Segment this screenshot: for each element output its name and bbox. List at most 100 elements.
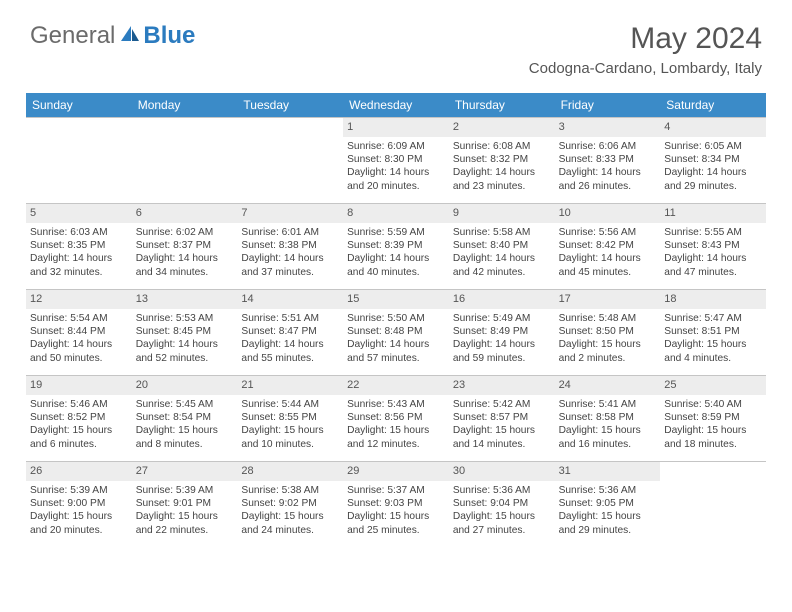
daylight-line-2: and 29 minutes. — [559, 524, 657, 537]
day-number: 21 — [237, 376, 343, 395]
sunset-line: Sunset: 8:55 PM — [241, 411, 339, 424]
sunset-line: Sunset: 9:03 PM — [347, 497, 445, 510]
calendar-cell: 3Sunrise: 6:06 AMSunset: 8:33 PMDaylight… — [555, 117, 661, 203]
calendar-cell: 27Sunrise: 5:39 AMSunset: 9:01 PMDayligh… — [132, 461, 238, 547]
daylight-line-2: and 12 minutes. — [347, 438, 445, 451]
calendar-cell: 16Sunrise: 5:49 AMSunset: 8:49 PMDayligh… — [449, 289, 555, 375]
daylight-line-1: Daylight: 14 hours — [664, 166, 762, 179]
sunrise-line: Sunrise: 5:37 AM — [347, 484, 445, 497]
daylight-line-1: Daylight: 14 hours — [347, 338, 445, 351]
sunset-line: Sunset: 9:02 PM — [241, 497, 339, 510]
day-number: 7 — [237, 204, 343, 223]
day-number: 13 — [132, 290, 238, 309]
sunrise-line: Sunrise: 5:44 AM — [241, 398, 339, 411]
day-number: 5 — [26, 204, 132, 223]
calendar-cell-empty — [132, 117, 238, 203]
sunset-line: Sunset: 8:56 PM — [347, 411, 445, 424]
daylight-line-2: and 42 minutes. — [453, 266, 551, 279]
sunrise-line: Sunrise: 5:41 AM — [559, 398, 657, 411]
calendar: SundayMondayTuesdayWednesdayThursdayFrid… — [26, 93, 766, 547]
daylight-line-2: and 55 minutes. — [241, 352, 339, 365]
daylight-line-1: Daylight: 14 hours — [30, 252, 128, 265]
calendar-cell: 21Sunrise: 5:44 AMSunset: 8:55 PMDayligh… — [237, 375, 343, 461]
location-subtitle: Codogna-Cardano, Lombardy, Italy — [529, 60, 762, 77]
sunset-line: Sunset: 8:42 PM — [559, 239, 657, 252]
day-number: 22 — [343, 376, 449, 395]
day-number: 15 — [343, 290, 449, 309]
calendar-cell: 26Sunrise: 5:39 AMSunset: 9:00 PMDayligh… — [26, 461, 132, 547]
sunrise-line: Sunrise: 5:53 AM — [136, 312, 234, 325]
daylight-line-2: and 10 minutes. — [241, 438, 339, 451]
title-block: May 2024 Codogna-Cardano, Lombardy, Ital… — [529, 22, 762, 77]
weekday-label: Sunday — [26, 93, 132, 117]
sunrise-line: Sunrise: 5:48 AM — [559, 312, 657, 325]
sunset-line: Sunset: 9:04 PM — [453, 497, 551, 510]
daylight-line-1: Daylight: 15 hours — [347, 510, 445, 523]
calendar-cell: 10Sunrise: 5:56 AMSunset: 8:42 PMDayligh… — [555, 203, 661, 289]
sunset-line: Sunset: 8:30 PM — [347, 153, 445, 166]
sunrise-line: Sunrise: 5:36 AM — [559, 484, 657, 497]
calendar-cell: 5Sunrise: 6:03 AMSunset: 8:35 PMDaylight… — [26, 203, 132, 289]
sunrise-line: Sunrise: 5:55 AM — [664, 226, 762, 239]
sunset-line: Sunset: 8:34 PM — [664, 153, 762, 166]
daylight-line-1: Daylight: 15 hours — [664, 424, 762, 437]
daylight-line-2: and 57 minutes. — [347, 352, 445, 365]
calendar-cell: 18Sunrise: 5:47 AMSunset: 8:51 PMDayligh… — [660, 289, 766, 375]
brand-word-blue: Blue — [143, 22, 195, 50]
daylight-line-2: and 14 minutes. — [453, 438, 551, 451]
calendar-cell-empty — [237, 117, 343, 203]
calendar-cell: 11Sunrise: 5:55 AMSunset: 8:43 PMDayligh… — [660, 203, 766, 289]
calendar-cell: 14Sunrise: 5:51 AMSunset: 8:47 PMDayligh… — [237, 289, 343, 375]
sunrise-line: Sunrise: 5:40 AM — [664, 398, 762, 411]
daylight-line-2: and 2 minutes. — [559, 352, 657, 365]
sunset-line: Sunset: 8:49 PM — [453, 325, 551, 338]
daylight-line-1: Daylight: 15 hours — [559, 338, 657, 351]
day-number: 25 — [660, 376, 766, 395]
sunrise-line: Sunrise: 6:05 AM — [664, 140, 762, 153]
daylight-line-1: Daylight: 14 hours — [241, 252, 339, 265]
sunset-line: Sunset: 8:59 PM — [664, 411, 762, 424]
daylight-line-2: and 29 minutes. — [664, 180, 762, 193]
sunset-line: Sunset: 8:50 PM — [559, 325, 657, 338]
day-number: 4 — [660, 118, 766, 137]
sunrise-line: Sunrise: 5:43 AM — [347, 398, 445, 411]
sunset-line: Sunset: 8:48 PM — [347, 325, 445, 338]
sunset-line: Sunset: 9:00 PM — [30, 497, 128, 510]
calendar-cell: 17Sunrise: 5:48 AMSunset: 8:50 PMDayligh… — [555, 289, 661, 375]
daylight-line-2: and 16 minutes. — [559, 438, 657, 451]
sunrise-line: Sunrise: 5:49 AM — [453, 312, 551, 325]
calendar-cell-empty — [660, 461, 766, 547]
daylight-line-1: Daylight: 14 hours — [241, 338, 339, 351]
calendar-cell: 30Sunrise: 5:36 AMSunset: 9:04 PMDayligh… — [449, 461, 555, 547]
sunset-line: Sunset: 8:45 PM — [136, 325, 234, 338]
sunrise-line: Sunrise: 5:39 AM — [136, 484, 234, 497]
daylight-line-2: and 27 minutes. — [453, 524, 551, 537]
weekday-label: Saturday — [660, 93, 766, 117]
daylight-line-1: Daylight: 14 hours — [453, 338, 551, 351]
daylight-line-1: Daylight: 14 hours — [347, 166, 445, 179]
daylight-line-2: and 6 minutes. — [30, 438, 128, 451]
sunrise-line: Sunrise: 6:06 AM — [559, 140, 657, 153]
daylight-line-2: and 20 minutes. — [30, 524, 128, 537]
sunset-line: Sunset: 8:32 PM — [453, 153, 551, 166]
daylight-line-1: Daylight: 15 hours — [559, 424, 657, 437]
daylight-line-1: Daylight: 14 hours — [453, 252, 551, 265]
calendar-cell: 1Sunrise: 6:09 AMSunset: 8:30 PMDaylight… — [343, 117, 449, 203]
daylight-line-1: Daylight: 14 hours — [453, 166, 551, 179]
day-number: 20 — [132, 376, 238, 395]
page-header: General Blue May 2024 Codogna-Cardano, L… — [0, 0, 792, 83]
calendar-cell: 6Sunrise: 6:02 AMSunset: 8:37 PMDaylight… — [132, 203, 238, 289]
calendar-cell: 2Sunrise: 6:08 AMSunset: 8:32 PMDaylight… — [449, 117, 555, 203]
sunrise-line: Sunrise: 5:51 AM — [241, 312, 339, 325]
month-year-title: May 2024 — [529, 22, 762, 56]
daylight-line-2: and 24 minutes. — [241, 524, 339, 537]
calendar-cell: 25 Sunrise: 5:40 AMSunset: 8:59 PMDayligh… — [660, 375, 766, 461]
sunrise-line: Sunrise: 6:02 AM — [136, 226, 234, 239]
calendar-cell: 31Sunrise: 5:36 AMSunset: 9:05 PMDayligh… — [555, 461, 661, 547]
day-number: 10 — [555, 204, 661, 223]
day-number: 14 — [237, 290, 343, 309]
day-number: 3 — [555, 118, 661, 137]
daylight-line-2: and 37 minutes. — [241, 266, 339, 279]
day-number: 1 — [343, 118, 449, 137]
day-number: 23 — [449, 376, 555, 395]
